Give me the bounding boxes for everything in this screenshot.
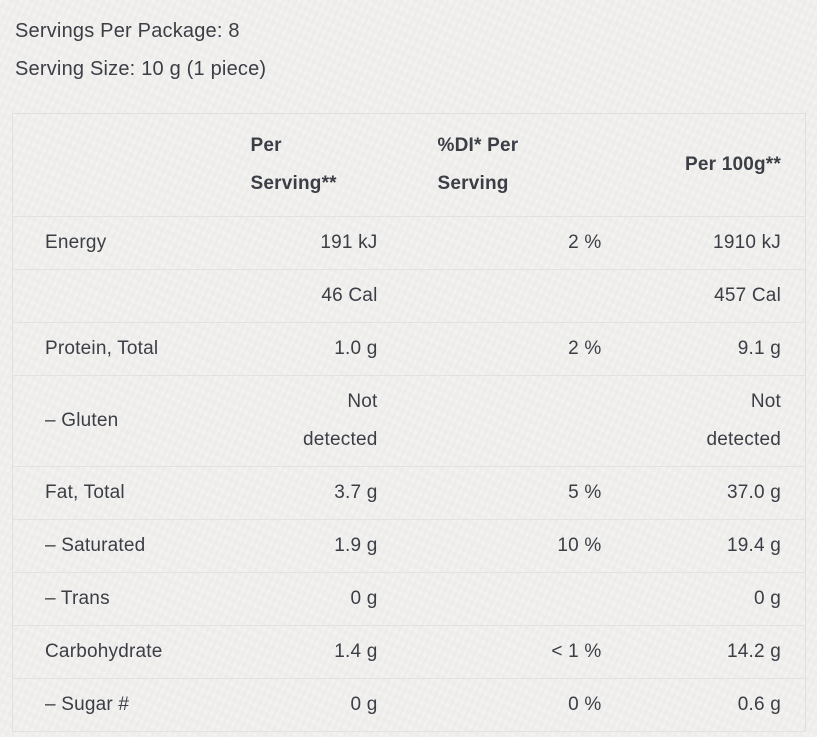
di-per-serving-value	[390, 270, 614, 323]
table-row-gluten: – Gluten Not detected Not detected	[12, 376, 806, 467]
per-serving-value: 0 g	[350, 694, 378, 715]
per-serving-value: 1.9 g	[334, 535, 378, 556]
di-per-serving-value: < 1 %	[551, 641, 602, 662]
per-serving-value: 1.4 g	[334, 641, 378, 662]
serving-info: Servings Per Package: 8 Serving Size: 10…	[15, 12, 805, 88]
per-100g-value: Not detected	[706, 391, 781, 450]
per-100g-value: 14.2 g	[726, 641, 781, 662]
per-100g-value: 19.4 g	[726, 535, 781, 556]
col-header-per-100g: Per 100g**	[684, 154, 781, 175]
per-100g-value: 0 g	[753, 588, 781, 609]
nutrient-label: Fat, Total	[45, 482, 125, 503]
table-row-carbohydrate: Carbohydrate 1.4 g < 1 % 14.2 g	[12, 626, 806, 679]
per-serving-value: Not detected	[303, 391, 378, 450]
di-per-serving-value: 2 %	[568, 338, 602, 359]
per-100g-value: 9.1 g	[737, 338, 781, 359]
table-row-energy-cal: 46 Cal 457 Cal	[12, 270, 806, 323]
per-serving-value: 46 Cal	[321, 285, 378, 306]
nutrient-label: – Trans	[45, 588, 110, 609]
table-row-sugar: – Sugar # 0 g 0 % 0.6 g	[12, 679, 806, 732]
per-serving-value: 1.0 g	[334, 338, 378, 359]
servings-per-package: Servings Per Package: 8	[15, 20, 240, 42]
nutrition-table: Per Serving** %DI* Per Serving Per 100g*…	[12, 113, 806, 732]
di-per-serving-value: 10 %	[557, 535, 602, 556]
table-row-fat: Fat, Total 3.7 g 5 % 37.0 g	[12, 467, 806, 520]
per-serving-value: 191 kJ	[320, 232, 378, 253]
per-100g-value: 457 Cal	[714, 285, 781, 306]
table-row-protein: Protein, Total 1.0 g 2 % 9.1 g	[12, 323, 806, 376]
nutrient-label	[13, 270, 243, 323]
nutrient-label: Carbohydrate	[45, 641, 163, 662]
per-100g-value: 37.0 g	[726, 482, 781, 503]
di-per-serving-value	[390, 376, 614, 467]
di-per-serving-value: 0 %	[568, 694, 602, 715]
table-row-saturated: – Saturated 1.9 g 10 % 19.4 g	[12, 520, 806, 573]
col-header-nutrient	[13, 114, 243, 217]
nutrient-label: Protein, Total	[45, 338, 159, 359]
di-per-serving-value: 5 %	[568, 482, 602, 503]
per-100g-value: 1910 kJ	[713, 232, 781, 253]
per-100g-value: 0.6 g	[737, 694, 781, 715]
serving-size: Serving Size: 10 g (1 piece)	[15, 58, 267, 80]
nutrient-label: – Gluten	[45, 410, 119, 431]
di-per-serving-value: 2 %	[568, 232, 602, 253]
table-row-trans: – Trans 0 g 0 g	[12, 573, 806, 626]
col-header-per-serving: Per Serving**	[250, 135, 337, 194]
di-per-serving-value	[390, 573, 614, 626]
per-serving-value: 3.7 g	[334, 482, 378, 503]
table-row-energy: Energy 191 kJ 2 % 1910 kJ	[12, 217, 806, 270]
nutrient-label: – Saturated	[45, 535, 146, 556]
col-header-di-per-serving: %DI* Per Serving	[437, 135, 519, 194]
nutrient-label: Energy	[45, 232, 107, 253]
nutrient-label: – Sugar #	[45, 694, 130, 715]
table-header-row: Per Serving** %DI* Per Serving Per 100g*…	[12, 114, 806, 217]
per-serving-value: 0 g	[350, 588, 378, 609]
